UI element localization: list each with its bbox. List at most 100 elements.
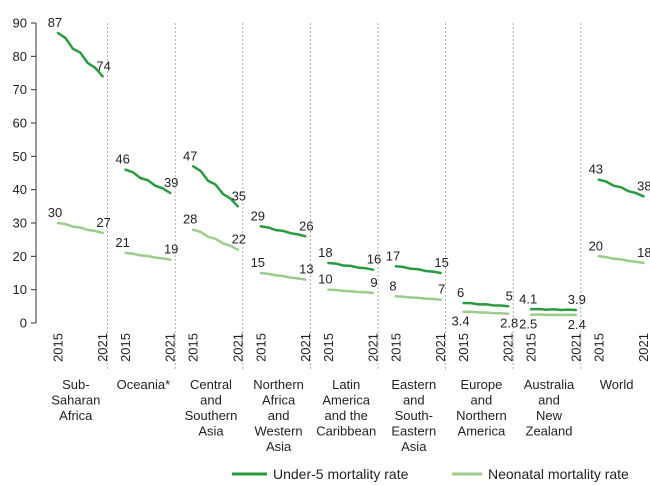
neonatal-start-label: 3.4 [452, 314, 470, 329]
x-year-end-label: 2021 [366, 333, 381, 362]
x-year-start-label: 2015 [186, 333, 201, 362]
under5-start-label: 4.1 [519, 291, 537, 306]
x-year-start-label: 2015 [456, 333, 471, 362]
under5-end-label: 39 [164, 175, 178, 190]
region-label: New [536, 408, 563, 423]
neonatal-line [259, 271, 307, 281]
under5-end-label: 15 [434, 255, 448, 270]
under5-end-label: 3.9 [568, 292, 586, 307]
region-label: and the [325, 408, 368, 423]
neonatal-end-label: 18 [637, 245, 650, 260]
under5-end-label: 35 [232, 188, 246, 203]
region-label: America [322, 393, 370, 408]
under5-start-label: 87 [48, 15, 62, 30]
region-label: Central [190, 377, 232, 392]
neonatal-start-label: 2.5 [519, 317, 537, 332]
x-year-start-label: 2015 [524, 333, 539, 362]
region-label: Caribbean [316, 424, 376, 439]
neonatal-line [56, 221, 104, 235]
region-label: Oceania* [117, 377, 170, 392]
region-label: Zealand [526, 424, 573, 439]
region-label: and [200, 393, 222, 408]
under5-line [597, 178, 645, 198]
y-tick-label: 10 [13, 282, 27, 297]
under5-line [191, 165, 240, 208]
neonatal-start-label: 20 [589, 238, 603, 253]
neonatal-start-label: 15 [251, 255, 265, 270]
axis-layer: 0 10 20 30 40 50 60 70 80 90 [13, 16, 37, 331]
region-label: Africa [262, 393, 296, 408]
neonatal-end-label: 27 [96, 215, 110, 230]
under5-start-label: 47 [183, 148, 197, 163]
region-label: Australia [524, 377, 575, 392]
x-year-end-label: 2021 [636, 333, 650, 362]
neonatal-line [327, 288, 375, 295]
region-label: Africa [59, 408, 93, 423]
region-label: and [471, 393, 493, 408]
under5-line [529, 307, 578, 312]
y-tick-label: 70 [13, 82, 27, 97]
x-year-end-label: 2021 [230, 333, 245, 362]
series-layer [56, 31, 645, 317]
region-label: Europe [460, 377, 502, 392]
region-label: and [538, 393, 560, 408]
neonatal-end-label: 2.8 [500, 316, 518, 331]
under5-end-label: 26 [299, 218, 313, 233]
under5-end-label: 16 [367, 252, 381, 267]
region-label: Eastern [391, 424, 436, 439]
neonatal-end-label: 13 [299, 262, 313, 277]
x-year-end-label: 2021 [298, 333, 313, 362]
x-year-end-label: 2021 [433, 333, 448, 362]
under5-start-label: 18 [318, 245, 332, 260]
region-label: and [268, 408, 290, 423]
y-tick-label: 50 [13, 149, 27, 164]
y-tick-label: 40 [13, 182, 27, 197]
neonatal-start-label: 8 [389, 278, 396, 293]
legend-under5-label: Under-5 mortality rate [273, 466, 409, 482]
neonatal-line [462, 310, 510, 315]
region-label: Asia [266, 439, 292, 454]
neonatal-end-label: 9 [370, 275, 377, 290]
region-label: Western [255, 424, 303, 439]
x-year-end-label: 2021 [568, 333, 583, 362]
under5-end-label: 38 [637, 178, 650, 193]
under5-start-label: 43 [589, 162, 603, 177]
region-label: America [458, 424, 506, 439]
y-tick-label: 30 [13, 216, 27, 231]
neonatal-end-label: 19 [164, 242, 178, 257]
under5-line [56, 31, 104, 78]
region-label: Northern [253, 377, 304, 392]
neonatal-line [597, 255, 645, 265]
y-tick-label: 20 [13, 249, 27, 264]
under5-end-label: 74 [96, 58, 110, 73]
neonatal-line [124, 251, 172, 261]
x-year-end-label: 2021 [501, 333, 516, 362]
x-year-start-label: 2015 [591, 333, 606, 362]
neonatal-line [191, 228, 240, 251]
region-label: World [600, 377, 634, 392]
region-label: and [403, 393, 425, 408]
legend: Under-5 mortality rate Neonatal mortality… [232, 466, 629, 482]
neonatal-line [529, 313, 578, 317]
under5-line [124, 168, 172, 195]
neonatal-end-label: 2.4 [568, 317, 586, 332]
neonatal-start-label: 30 [48, 205, 62, 220]
region-label: Saharan [51, 393, 100, 408]
under5-end-label: 5 [506, 288, 513, 303]
under5-start-label: 6 [457, 285, 464, 300]
under5-start-label: 46 [115, 152, 129, 167]
neonatal-start-label: 28 [183, 212, 197, 227]
x-year-end-label: 2021 [95, 333, 110, 362]
under5-line [394, 265, 442, 275]
under5-start-label: 17 [386, 248, 400, 263]
region-label: Asia [198, 424, 224, 439]
y-tick-label: 90 [13, 16, 27, 31]
y-tick-label: 60 [13, 116, 27, 131]
neonatal-line [394, 295, 442, 301]
neonatal-start-label: 21 [115, 235, 129, 250]
neonatal-end-label: 22 [232, 232, 246, 247]
under5-start-label: 29 [251, 208, 265, 223]
